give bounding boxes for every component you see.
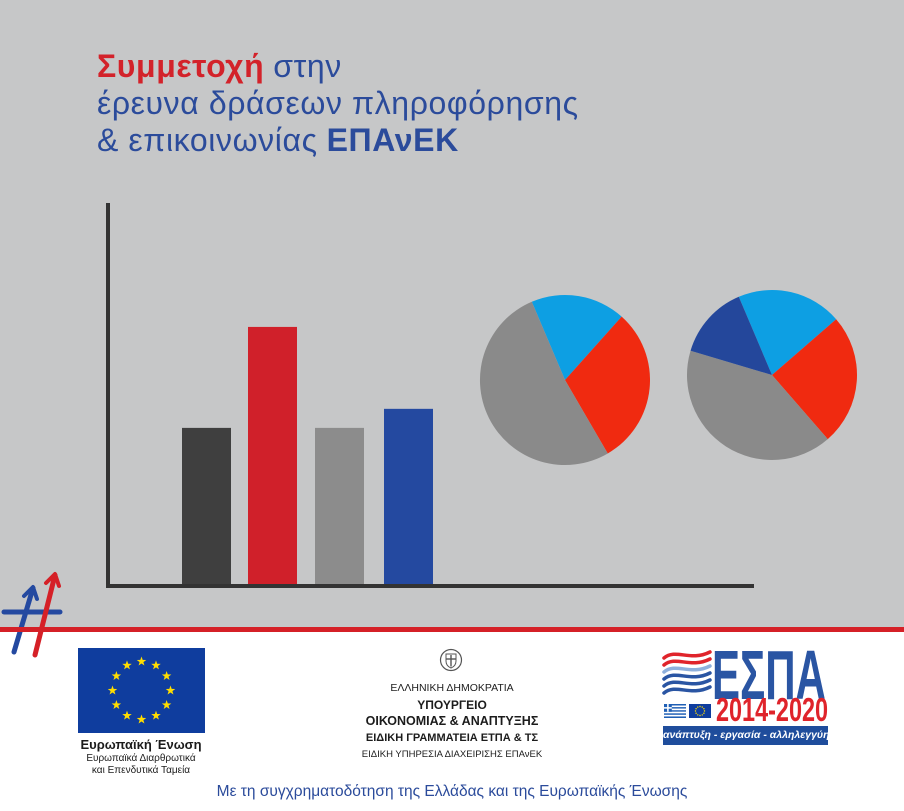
eu-star-icon: [136, 656, 147, 666]
pie-charts: [479, 290, 858, 466]
pie-2-slice-1: [738, 290, 837, 375]
eu-mini-star-icon: [701, 706, 703, 708]
bar-3: [315, 427, 364, 586]
bar-4: [384, 408, 433, 586]
eu-mini-star-icon: [697, 714, 699, 716]
eu-star-icon: [151, 660, 161, 670]
eu-funds-line-1: Ευρωπαϊκά Διαρθρωτικά: [86, 753, 196, 764]
pie-1-slice-3: [479, 301, 608, 466]
eu-mini-star-icon: [695, 708, 697, 710]
eu-name: Ευρωπαϊκή Ένωση: [80, 737, 202, 752]
pie-1-slice-2: [565, 316, 651, 454]
pie-chart-1: [479, 294, 651, 466]
ministry-line-1: ΕΛΛΗΝΙΚΗ ΔΗΜΟΚΡΑΤΙΑ: [390, 682, 514, 694]
decorative-charts: [106, 203, 858, 588]
eu-star-icon: [111, 700, 122, 710]
espa-years: 2014-2020: [716, 691, 829, 728]
title-highlight-blue: ΕΠΑνΕΚ: [326, 122, 459, 158]
pie-2-slice-3: [686, 350, 828, 461]
espa-logo-text: ΕΣΠΑ: [712, 636, 826, 714]
title-line-2: έρευνα δράσεων πληροφόρησης: [97, 85, 579, 121]
eu-star-icon: [122, 660, 132, 670]
eu-mini-star-icon: [694, 710, 697, 712]
eu-flag-small-icon: [689, 704, 711, 718]
eu-star-icon: [111, 671, 122, 681]
title-line-1: Συμμετοχή στην: [97, 48, 579, 85]
eu-star-icon: [136, 714, 147, 724]
ministry-line-4: ΕΙΔΙΚΗ ΓΡΑΜΜΑΤΕΙΑ ΕΤΠΑ & ΤΣ: [365, 732, 539, 744]
espa-waves-icon: [662, 650, 712, 695]
ministry-line-3: ΟΙΚΟΝΟΜΙΑΣ & ΑΝΑΠΤΥΞΗΣ: [365, 714, 539, 728]
eu-mini-star-icon: [703, 710, 706, 712]
eu-star-icon: [161, 700, 172, 710]
title-highlight-red: Συμμετοχή: [97, 48, 265, 84]
eu-mini-star-icon: [699, 714, 701, 717]
espa-motto: ανάπτυξη - εργασία - αλληλεγγύη: [663, 726, 830, 745]
pie-1-slice-1: [531, 294, 622, 380]
greek-flag-icon: [664, 704, 686, 718]
eu-star-icon: [161, 671, 172, 681]
hashtag-arrows-icon: [1, 572, 63, 658]
eu-mini-star-icon: [703, 712, 705, 714]
pie-2-slice-2: [772, 319, 858, 440]
chart-axes: [106, 203, 754, 588]
pie-chart-2: [686, 290, 858, 461]
eu-flag-icon: [78, 648, 205, 733]
eu-mini-star-icon: [701, 714, 703, 716]
eu-funds-line-2: και Επενδυτικά Ταμεία: [91, 765, 191, 776]
bar-2: [248, 326, 297, 586]
banner-title: Συμμετοχή στην έρευνα δράσεων πληροφόρηση…: [97, 48, 579, 159]
eu-star-icon: [165, 685, 176, 695]
bar-chart: [182, 326, 433, 586]
title-line-3-rest: & επικοινωνίας: [97, 122, 318, 158]
ministry-line-5: ΕΙΔΙΚΗ ΥΠΗΡΕΣΙΑ ΔΙΑΧΕΙΡΙΣΗΣ ΕΠΑνΕΚ: [361, 749, 543, 760]
title-line-1-rest: στην: [273, 48, 342, 84]
red-divider: [0, 627, 904, 632]
pie-2-slice-4: [690, 296, 772, 375]
title-line-3: & επικοινωνίας ΕΠΑνΕΚ: [97, 122, 579, 159]
eu-star-icon: [151, 710, 161, 720]
eu-mini-star-icon: [699, 705, 701, 708]
greek-coat-of-arms-icon: [439, 648, 463, 672]
bar-1: [182, 427, 231, 586]
eu-mini-star-icon: [695, 712, 697, 714]
eu-mini-star-icon: [697, 706, 699, 708]
cofunding-statement: Με τη συγχρηματοδότηση της Ελλάδας και τ…: [216, 783, 688, 800]
eu-mini-star-icon: [703, 708, 705, 710]
ministry-line-2: ΥΠΟΥΡΓΕΙΟ: [417, 698, 487, 712]
eu-star-icon: [107, 685, 118, 695]
eu-star-icon: [122, 710, 132, 720]
